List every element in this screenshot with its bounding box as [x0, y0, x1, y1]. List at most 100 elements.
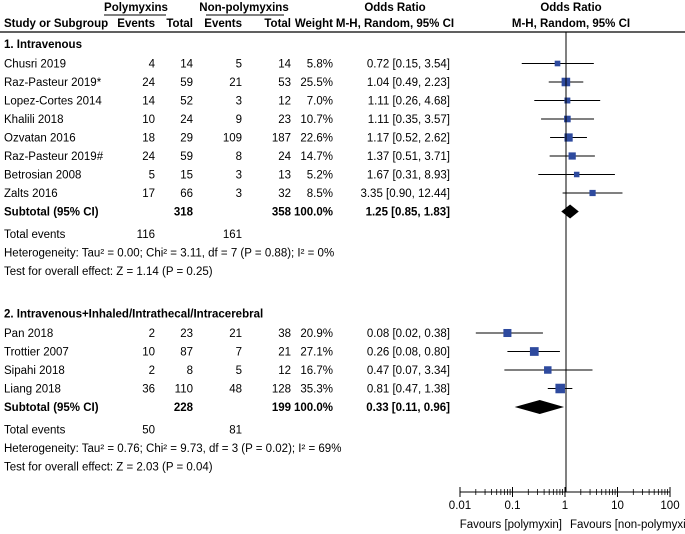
total-polymyxin: 59	[180, 151, 193, 163]
total-polymyxin: 8	[187, 365, 193, 377]
study-marker	[568, 152, 576, 160]
odds-ratio-ci: 1.37 [0.51, 3.71]	[367, 151, 450, 163]
study-header: Study or Subgroup	[4, 18, 108, 30]
study-name: Trottier 2007	[4, 347, 69, 359]
events-polymyxin: 24	[142, 151, 155, 163]
heterogeneity-text: Heterogeneity: Tau² = 0.00; Chi² = 3.11,…	[4, 248, 334, 260]
odds-ratio-ci: 1.67 [0.31, 8.93]	[367, 170, 450, 182]
total-polymyxin: 29	[180, 133, 193, 145]
events-polymyxin: 10	[142, 114, 155, 126]
odds-ratio-ci: 0.47 [0.07, 3.34]	[367, 365, 450, 377]
group1-header: Polymyxins	[104, 2, 168, 14]
subtotal-total-polymyxin: 318	[174, 207, 194, 219]
study-weight: 35.3%	[300, 384, 333, 396]
odds-ratio-ci: 1.11 [0.26, 4.68]	[368, 96, 450, 108]
odds-ratio-ci: 0.08 [0.02, 0.38]	[367, 328, 450, 340]
total-polymyxin: 52	[180, 96, 193, 108]
study-name: Zalts 2016	[4, 188, 58, 200]
events-non-polymyxin: 8	[236, 151, 242, 163]
study-weight: 27.1%	[300, 347, 333, 359]
total-polymyxin: 15	[180, 170, 193, 182]
events-non-polymyxin: 7	[236, 347, 242, 359]
events-non-polymyxin: 3	[236, 170, 242, 182]
study-marker	[564, 115, 571, 123]
study-weight: 22.6%	[300, 133, 333, 145]
study-weight: 20.9%	[300, 328, 333, 340]
study-weight: 5.8%	[307, 59, 333, 71]
tick-label: 0.1	[505, 500, 521, 512]
total1-header: Total	[166, 18, 193, 30]
events-non-polymyxin: 3	[236, 188, 242, 200]
total-non-polymyxin: 12	[278, 365, 291, 377]
study-marker	[503, 328, 512, 338]
total-polymyxin: 87	[180, 347, 193, 359]
subtotal-label: Subtotal (95% CI)	[4, 207, 99, 219]
total-non-polymyxin: 187	[272, 133, 291, 145]
study-weight: 16.7%	[300, 365, 333, 377]
total-polymyxin: 110	[175, 384, 193, 396]
study-name: Raz-Pasteur 2019#	[4, 151, 104, 163]
events-polymyxin: 36	[142, 384, 155, 396]
total-polymyxin: 59	[180, 77, 193, 89]
total-non-polymyxin: 14	[278, 59, 291, 71]
study-name: Pan 2018	[4, 328, 53, 340]
plot-title: Odds Ratio	[540, 2, 601, 14]
total-non-polymyxin: 128	[272, 384, 291, 396]
odds-ratio-ci: 0.26 [0.08, 0.80]	[367, 347, 450, 359]
events-polymyxin: 17	[142, 188, 155, 200]
events-non-polymyxin: 3	[236, 96, 242, 108]
subtotal-odds-ratio-ci: 1.25 [0.85, 1.83]	[366, 207, 451, 219]
group2-header: Non-polymyxins	[199, 2, 288, 14]
total-non-polymyxin: 53	[278, 77, 291, 89]
tick-label: 0.01	[449, 500, 471, 512]
total-events-label: Total events	[4, 425, 66, 437]
study-name: Raz-Pasteur 2019*	[4, 77, 102, 89]
subtotal-total-non-polymyxin: 358	[272, 207, 292, 219]
total-non-polymyxin: 24	[278, 151, 291, 163]
subtotal-diamond	[514, 400, 565, 414]
study-marker	[554, 60, 561, 67]
total-events-non-polymyxin: 161	[223, 229, 242, 241]
or-text-header: Odds Ratio	[364, 2, 425, 14]
overall-effect-text: Test for overall effect: Z = 2.03 (P = 0…	[4, 462, 213, 474]
odds-ratio-ci: 1.17 [0.52, 2.62]	[367, 133, 450, 145]
study-name: Liang 2018	[4, 384, 61, 396]
study-name: Chusri 2019	[4, 59, 66, 71]
total-polymyxin: 24	[180, 114, 193, 126]
weight-header: Weight	[295, 18, 333, 30]
study-marker	[555, 383, 565, 394]
total-non-polymyxin: 21	[278, 347, 291, 359]
study-name: Ozvatan 2016	[4, 133, 76, 145]
subtotal-odds-ratio-ci: 0.33 [0.11, 0.96]	[366, 402, 450, 414]
favours-left-label: Favours [polymyxin]	[460, 519, 562, 531]
study-weight: 8.5%	[307, 188, 333, 200]
events-polymyxin: 5	[149, 170, 155, 182]
or-method-header: M-H, Random, 95% CI	[336, 18, 454, 30]
forest-body: 1. Intravenous Chusri 2019 4 14 5 14 5.8% 0.72 …	[4, 32, 685, 531]
group-title: 1. Intravenous	[4, 39, 82, 51]
total-events-label: Total events	[4, 229, 66, 241]
events1-header: Events	[117, 18, 155, 30]
events-non-polymyxin: 48	[229, 384, 242, 396]
events-polymyxin: 4	[149, 59, 156, 71]
study-weight: 10.7%	[300, 114, 333, 126]
events-non-polymyxin: 21	[229, 328, 242, 340]
study-marker	[544, 366, 552, 374]
study-weight: 14.7%	[300, 151, 333, 163]
study-name: Khalili 2018	[4, 114, 63, 126]
total-polymyxin: 66	[180, 188, 193, 200]
plot-method-header: M-H, Random, 95% CI	[512, 18, 630, 30]
events-non-polymyxin: 5	[236, 365, 242, 377]
total-events-non-polymyxin: 81	[229, 425, 242, 437]
events-non-polymyxin: 9	[236, 114, 242, 126]
study-name: Sipahi 2018	[4, 365, 65, 377]
total-events-polymyxin: 50	[142, 425, 155, 437]
favours-right-label: Favours [non-polymyxin]	[570, 519, 685, 531]
subtotal-diamond	[561, 204, 579, 219]
total-non-polymyxin: 13	[278, 170, 291, 182]
study-weight: 7.0%	[307, 96, 333, 108]
events-polymyxin: 24	[142, 77, 155, 89]
events-non-polymyxin: 109	[223, 133, 242, 145]
total-non-polymyxin: 12	[278, 96, 291, 108]
